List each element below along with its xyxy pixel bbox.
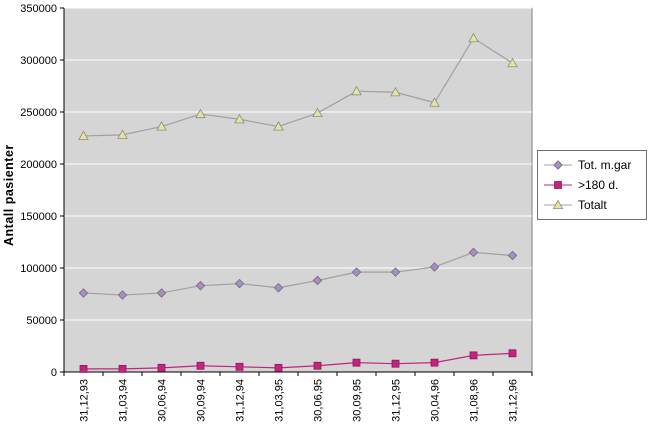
y-tick-label: 0 (51, 367, 57, 379)
x-tick-label: 30,04,96 (430, 379, 442, 422)
diamond-marker (390, 267, 401, 277)
x-tick-label: 31,03,94 (118, 379, 130, 422)
series-line (83, 251, 513, 296)
y-tick-label: 50000 (26, 315, 57, 327)
triangle-marker (507, 57, 518, 68)
triangle-marker (390, 86, 401, 97)
y-axis-title: Antall pasienter (2, 144, 16, 246)
square-marker (118, 364, 127, 373)
legend-item: >180 d. (543, 178, 641, 192)
triangle-marker (429, 97, 440, 107)
series-line (83, 352, 513, 370)
square-marker (352, 358, 361, 367)
triangle-marker (552, 199, 564, 209)
square-marker (554, 181, 562, 189)
legend-label: >180 d. (578, 178, 619, 192)
y-tick-label: 200000 (20, 159, 57, 171)
triangle-marker (117, 129, 128, 139)
y-tick-label: 150000 (20, 211, 57, 223)
diamond-marker (195, 280, 206, 291)
triangle-marker (156, 121, 167, 131)
diamond-marker (78, 288, 89, 298)
diamond-marker (117, 290, 128, 300)
diamond-marker (312, 275, 323, 286)
legend-item: Totalt (543, 198, 641, 212)
triangle-marker (78, 130, 89, 140)
diamond-marker (468, 247, 479, 258)
diamond-marker (234, 278, 245, 289)
x-tick-label: 31,12,95 (391, 379, 403, 422)
diamond-marker (156, 288, 167, 298)
y-tick-label: 250000 (20, 107, 57, 119)
legend-label: Totalt (578, 198, 607, 212)
diamond-marker (429, 262, 440, 272)
triangle-marker (468, 32, 479, 43)
x-tick-label: 30,06,95 (313, 379, 325, 422)
square-marker (235, 362, 244, 371)
y-tick-label: 100000 (20, 263, 57, 275)
x-tick-label: 31,12,94 (235, 379, 247, 422)
triangle-marker (234, 113, 245, 124)
diamond-marker (273, 282, 284, 293)
square-marker (508, 349, 517, 358)
triangle-marker (351, 85, 362, 96)
square-marker (274, 363, 283, 372)
y-tick-label: 300000 (20, 55, 57, 67)
x-tick-label: 31,08,96 (469, 379, 481, 422)
diamond-marker (351, 267, 362, 277)
square-marker-icon (544, 181, 572, 189)
legend-label: Tot. m.gar (578, 158, 632, 172)
x-tick-label: 30,06,94 (157, 379, 169, 422)
square-marker (469, 351, 478, 360)
triangle-marker (273, 121, 284, 131)
square-marker (430, 358, 439, 367)
square-marker (79, 364, 88, 373)
square-marker (157, 363, 166, 372)
x-tick-label: 30,09,94 (196, 379, 208, 422)
x-tick-label: 31,12,93 (79, 379, 91, 422)
plot-background (63, 7, 533, 373)
triangle-marker-icon (544, 199, 572, 209)
x-tick-label: 31,03,95 (274, 379, 286, 422)
legend-item: Tot. m.gar (543, 158, 641, 172)
legend: Tot. m.gar >180 d. Totalt (537, 150, 647, 220)
triangle-marker (312, 107, 323, 118)
x-tick-label: 30,09,95 (352, 379, 364, 422)
square-marker (313, 361, 322, 370)
y-tick-label: 350000 (20, 3, 57, 15)
x-tick-label: 31,12,96 (508, 379, 520, 422)
diamond-marker (553, 160, 563, 170)
diamond-marker-icon (544, 160, 572, 170)
square-marker (196, 361, 205, 370)
triangle-marker (195, 108, 206, 119)
square-marker (391, 359, 400, 368)
diamond-marker (507, 250, 518, 261)
series-line (83, 37, 513, 137)
